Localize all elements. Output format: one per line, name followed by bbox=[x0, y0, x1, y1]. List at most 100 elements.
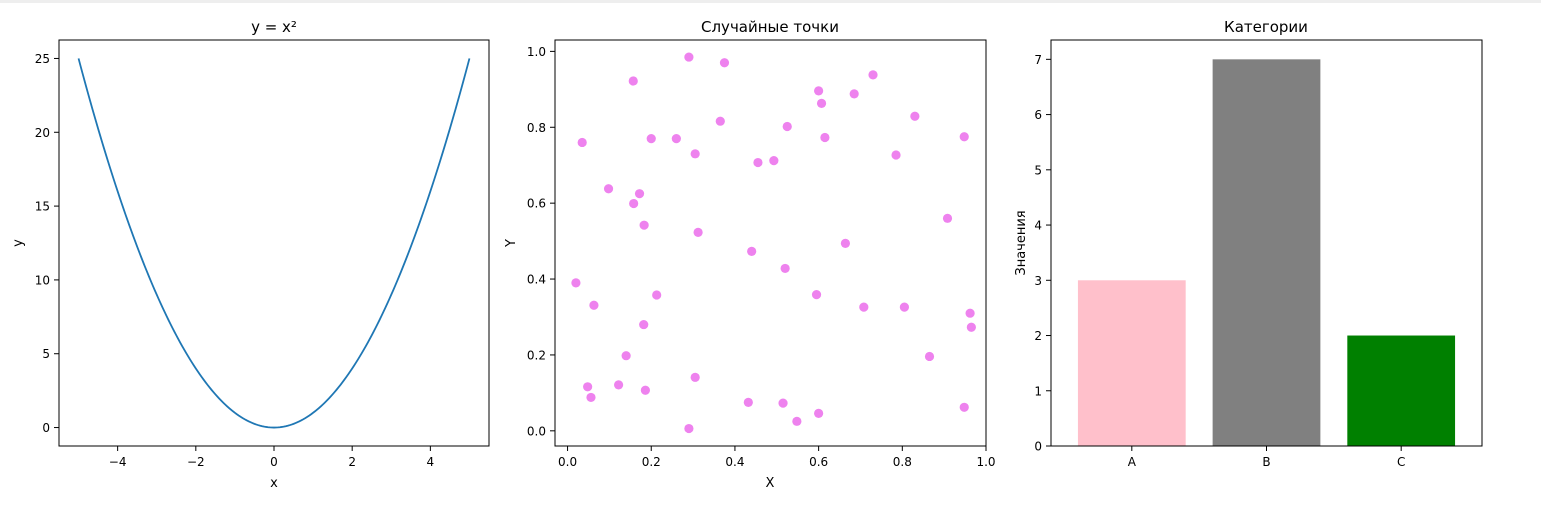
scatter-point bbox=[859, 302, 869, 312]
scatter-point bbox=[965, 308, 975, 318]
scatter-point bbox=[814, 86, 824, 96]
chart-1-y-tick-label: 5 bbox=[42, 347, 50, 361]
chart-1-xlabel: x bbox=[270, 476, 278, 491]
chart-2-x-tick-label: 0.0 bbox=[558, 455, 577, 469]
scatter-point bbox=[671, 134, 681, 144]
bar-c bbox=[1347, 335, 1456, 446]
scatter-point bbox=[715, 116, 725, 126]
scatter-point bbox=[621, 351, 631, 361]
chart-1-y-tick-label: 25 bbox=[35, 52, 50, 66]
chart-1-x-tick-label: 4 bbox=[427, 455, 435, 469]
chart-2-x-tick-label: 0.4 bbox=[725, 455, 744, 469]
chart-3-x-tick-label: A bbox=[1128, 455, 1137, 469]
chart-1-y-tick-label: 15 bbox=[35, 200, 50, 214]
chart-3-y-tick-label: 1 bbox=[1034, 384, 1042, 398]
scatter-point bbox=[629, 198, 639, 209]
chart-3-ticks: A B C 0 1 2 3 4 5 6 7 bbox=[1034, 53, 1405, 469]
chart-2-y-tick-label: 0.4 bbox=[527, 273, 546, 287]
scatter-point bbox=[966, 322, 976, 332]
panel-line-chart: y = x² x y −4 −2 0 2 4 0 5 10 15 20 25 bbox=[11, 18, 490, 491]
scatter-point bbox=[690, 372, 700, 382]
scatter-point bbox=[959, 402, 969, 412]
chart-2-x-tick-label: 0.6 bbox=[809, 455, 828, 469]
chart-2-y-tick-label: 0.6 bbox=[527, 197, 546, 211]
chart-2-marks bbox=[571, 52, 976, 434]
scatter-point bbox=[639, 319, 649, 330]
scatter-point bbox=[614, 380, 624, 390]
chart-1-y-tick-label: 20 bbox=[35, 126, 50, 140]
panel-scatter-chart: Случайные точки X Y 0.0 0.2 0.4 0.6 0.8 1.00.… bbox=[504, 18, 996, 491]
scatter-point bbox=[942, 213, 953, 223]
scatter-point bbox=[782, 121, 792, 132]
chart-2-y-tick-label: 1.0 bbox=[527, 45, 546, 59]
scatter-point bbox=[652, 290, 662, 300]
chart-1-ticks: −4 −2 0 2 4 0 5 10 15 20 25 bbox=[35, 52, 434, 469]
scatter-point bbox=[603, 184, 614, 194]
chart-3-y-tick-label: 3 bbox=[1034, 274, 1042, 288]
scatter-point bbox=[780, 263, 790, 274]
scatter-point bbox=[571, 278, 581, 288]
chart-3-axes-frame bbox=[1050, 39, 1483, 447]
chart-2-y-tick-label: 0.8 bbox=[527, 121, 546, 135]
chart-2-x-tick-label: 0.8 bbox=[893, 455, 912, 469]
chart-2-axes-frame bbox=[554, 39, 987, 447]
chart-3-title: Категории bbox=[1224, 18, 1308, 36]
chart-3-y-tick-label: 0 bbox=[1034, 440, 1042, 454]
bar-a bbox=[1077, 280, 1186, 446]
chart-1-axes-frame bbox=[58, 39, 490, 447]
scatter-point bbox=[769, 156, 779, 166]
chart-1-marks bbox=[77, 58, 471, 429]
scatter-point bbox=[690, 149, 700, 159]
scatter-point bbox=[583, 382, 593, 392]
scatter-point bbox=[868, 70, 878, 80]
chart-1-x-tick-label: −4 bbox=[109, 455, 127, 469]
scatter-point bbox=[891, 150, 901, 160]
chart-3-x-tick-label: B bbox=[1262, 455, 1270, 469]
scatter-point bbox=[792, 416, 802, 426]
chart-1-x-tick-label: 0 bbox=[270, 455, 278, 469]
scatter-point bbox=[910, 111, 920, 121]
chart-1-y-tick-label: 10 bbox=[35, 273, 50, 287]
chart-3-y-tick-label: 5 bbox=[1034, 163, 1042, 177]
scatter-point bbox=[753, 157, 763, 168]
scatter-point bbox=[849, 89, 859, 99]
scatter-point bbox=[684, 423, 694, 434]
scatter-point bbox=[924, 351, 935, 362]
chart-3-ylabel: Значения bbox=[1014, 210, 1029, 275]
chart-3-y-tick-label: 7 bbox=[1034, 53, 1042, 67]
bar-b bbox=[1212, 59, 1321, 446]
scatter-point bbox=[577, 137, 587, 148]
chart-2-y-tick-label: 0.2 bbox=[527, 348, 546, 362]
chart-2-x-tick-label: 0.2 bbox=[642, 455, 661, 469]
scatter-point bbox=[586, 392, 596, 403]
scatter-point bbox=[684, 52, 694, 62]
top-border bbox=[0, 0, 1541, 3]
scatter-point bbox=[646, 134, 656, 144]
chart-2-title: Случайные точки bbox=[701, 18, 839, 36]
chart-3-x-tick-label: C bbox=[1397, 455, 1405, 469]
chart-3-y-tick-label: 2 bbox=[1034, 329, 1042, 343]
chart-2-x-tick-label: 1.0 bbox=[976, 455, 995, 469]
chart-1-x-tick-label: −2 bbox=[187, 455, 205, 469]
chart-1-y-tick-label: 0 bbox=[42, 421, 50, 435]
chart-3-y-tick-label: 6 bbox=[1034, 108, 1042, 122]
scatter-point bbox=[814, 408, 824, 418]
chart-2-ticks: 0.0 0.2 0.4 0.6 0.8 1.0 0.0 0.2 0.4 0.6 0.8 1.0 bbox=[527, 45, 996, 469]
scatter-point bbox=[840, 238, 851, 248]
chart-3-y-tick-label: 4 bbox=[1034, 219, 1042, 233]
scatter-point bbox=[628, 76, 638, 86]
panel-bar-chart: Категории Значения A B C 0 1 2 3 4 5 6 7 bbox=[1014, 18, 1483, 469]
scatter-point bbox=[589, 300, 599, 310]
scatter-point bbox=[820, 132, 830, 143]
scatter-point bbox=[959, 132, 969, 142]
scatter-point bbox=[640, 385, 650, 395]
chart-2-xlabel: X bbox=[766, 476, 775, 491]
scatter-point bbox=[743, 397, 753, 407]
scatter-point bbox=[747, 246, 757, 256]
series-line-y-equals-x-squared bbox=[77, 58, 471, 429]
scatter-point bbox=[816, 98, 827, 108]
chart-1-ylabel: y bbox=[11, 239, 26, 247]
chart-3-marks bbox=[1077, 59, 1456, 446]
scatter-point bbox=[899, 302, 910, 312]
